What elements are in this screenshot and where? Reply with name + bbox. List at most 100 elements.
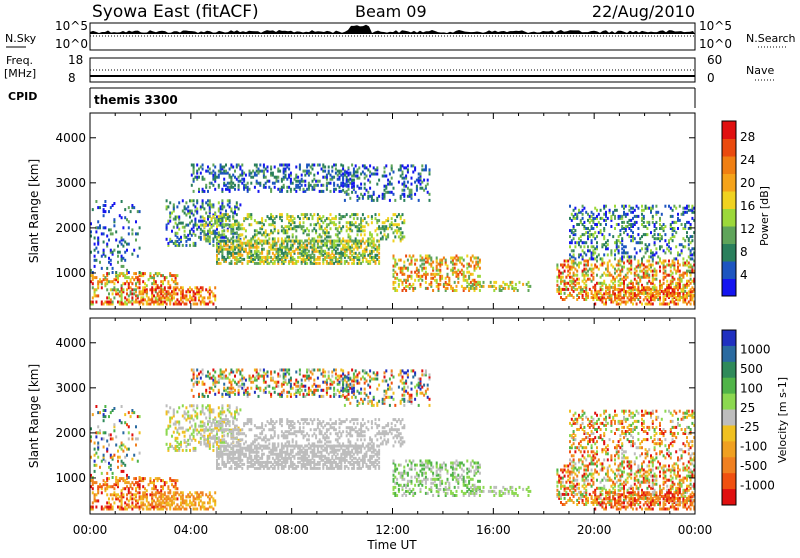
echo-cell	[270, 256, 272, 259]
echo-cell	[371, 233, 373, 236]
echo-cell	[364, 242, 366, 245]
echo-cell	[95, 493, 97, 496]
echo-cell	[189, 222, 191, 225]
echo-cell	[420, 255, 422, 258]
echo-cell	[357, 239, 359, 242]
echo-cell	[321, 235, 323, 238]
echo-cell	[470, 273, 472, 276]
echo-cell	[299, 217, 301, 220]
echo-cell	[221, 230, 223, 233]
echo-cell	[556, 264, 558, 267]
echo-cell	[351, 221, 353, 224]
echo-cell	[221, 213, 223, 216]
echo-cell	[205, 288, 207, 291]
echo-cell	[441, 259, 443, 262]
echo-cell	[641, 276, 643, 279]
echo-cell	[232, 240, 234, 243]
echo-cell	[598, 213, 600, 216]
echo-cell	[625, 251, 627, 254]
echo-cell	[94, 464, 96, 467]
echo-cell	[558, 270, 560, 273]
echo-cell	[364, 233, 366, 236]
echo-cell	[591, 264, 593, 267]
echo-cell	[99, 261, 101, 264]
echo-cell	[175, 493, 177, 496]
echo-cell	[258, 231, 260, 234]
echo-cell	[137, 210, 139, 213]
echo-cell	[265, 186, 267, 189]
echo-cell	[126, 493, 128, 496]
echo-cell	[457, 273, 459, 276]
echo-cell	[618, 235, 620, 238]
echo-cell	[393, 223, 395, 226]
noise-sky-trace	[90, 25, 695, 34]
echo-cell	[582, 233, 584, 236]
echo-cell	[490, 285, 492, 288]
echo-cell	[162, 274, 164, 277]
echo-cell	[675, 207, 677, 210]
echo-cell	[618, 215, 620, 218]
echo-cell	[268, 256, 270, 259]
echo-cell	[130, 491, 132, 494]
echo-cell	[211, 495, 213, 498]
echo-cell	[418, 177, 420, 180]
echo-cell	[560, 296, 562, 299]
echo-cell	[664, 239, 666, 242]
echo-cell	[106, 301, 108, 304]
echo-cell	[117, 479, 119, 482]
echo-cell	[221, 240, 223, 243]
echo-cell	[175, 232, 177, 235]
echo-cell	[330, 235, 332, 238]
echo-cell	[155, 288, 157, 291]
echo-cell	[142, 298, 144, 301]
echo-cell	[304, 258, 306, 261]
echo-cell	[92, 501, 94, 504]
echo-cell	[402, 281, 404, 284]
echo-cell	[286, 178, 288, 181]
echo-cell	[92, 487, 94, 490]
echo-cell	[340, 240, 342, 243]
echo-cell	[589, 233, 591, 236]
echo-cell	[371, 221, 373, 224]
echo-cell	[113, 423, 115, 426]
echo-cell	[690, 288, 692, 291]
echo-cell	[297, 260, 299, 263]
echo-cell	[247, 252, 249, 255]
echo-cell	[306, 233, 308, 236]
echo-cell	[214, 294, 216, 297]
echo-cell	[225, 184, 227, 187]
echo-cell	[131, 409, 133, 412]
echo-cell	[243, 237, 245, 240]
echo-cell	[113, 407, 115, 410]
echo-cell	[591, 239, 593, 242]
echo-cell	[450, 285, 452, 288]
echo-cell	[355, 213, 357, 216]
echo-cell	[619, 282, 621, 285]
echo-cell	[97, 294, 99, 297]
echo-cell	[646, 266, 648, 269]
echo-cell	[344, 183, 346, 186]
echo-cell	[623, 290, 625, 293]
echo-cell	[688, 284, 690, 287]
echo-cell	[113, 487, 115, 490]
echo-cell	[295, 260, 297, 263]
echo-cell	[104, 276, 106, 279]
echo-cell	[106, 278, 108, 281]
echo-cell	[387, 183, 389, 186]
echo-cell	[641, 270, 643, 273]
echo-cell	[335, 215, 337, 218]
echo-cell	[600, 288, 602, 291]
echo-cell	[339, 252, 341, 255]
echo-cell	[268, 217, 270, 220]
echo-cell	[239, 174, 241, 177]
echo-cell	[466, 263, 468, 266]
echo-cell	[605, 223, 607, 226]
echo-cell	[420, 183, 422, 186]
echo-cell	[321, 184, 323, 187]
echo-cell	[303, 180, 305, 183]
echo-cell	[211, 506, 213, 509]
echo-cell	[131, 497, 133, 500]
echo-cell	[652, 251, 654, 254]
echo-cell	[574, 229, 576, 232]
echo-cell	[384, 185, 386, 188]
